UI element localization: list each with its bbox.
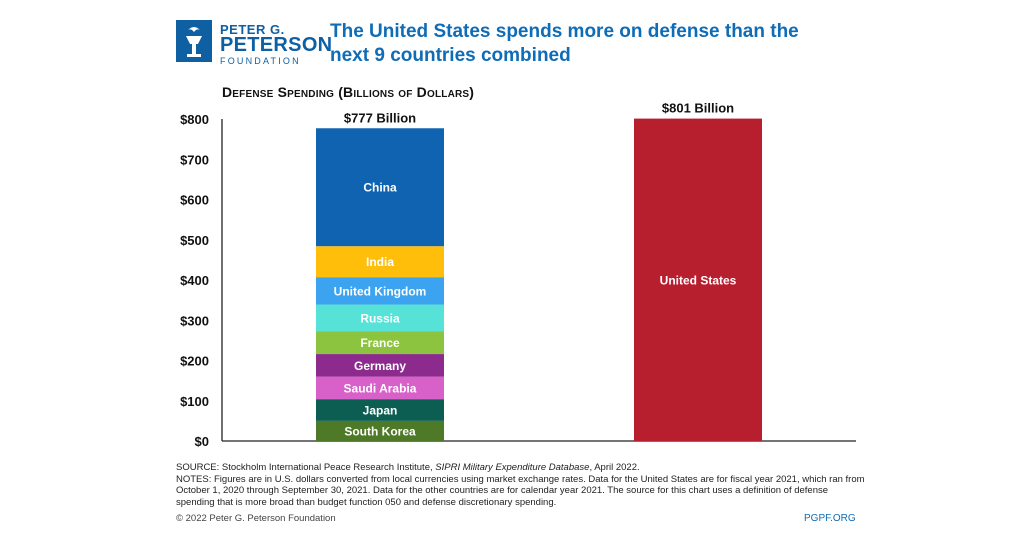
source-note: SOURCE: Stockholm International Peace Re… xyxy=(176,462,866,474)
bar-segment xyxy=(316,128,444,247)
bar-segment xyxy=(316,420,444,441)
y-tick-label: $600 xyxy=(180,193,209,208)
segment-label: Japan xyxy=(363,404,398,418)
segment-label: Saudi Arabia xyxy=(344,381,417,395)
segment-label: Russia xyxy=(360,311,400,325)
notes-text: NOTES: Figures are in U.S. dollars conve… xyxy=(176,473,865,508)
notes-block: SOURCE: Stockholm International Peace Re… xyxy=(176,462,866,508)
source-title: SIPRI Military Expenditure Database xyxy=(435,462,590,473)
bar-segment xyxy=(634,118,762,441)
source-prefix: SOURCE: Stockholm International Peace Re… xyxy=(176,462,436,473)
segment-label: South Korea xyxy=(344,424,416,438)
y-tick-label: $100 xyxy=(180,394,209,409)
bar-segment xyxy=(316,354,444,377)
site-link[interactable]: PGPF.ORG xyxy=(804,513,856,524)
bar-segment xyxy=(316,277,444,305)
page-title-line1: The United States spends more on defense… xyxy=(330,21,799,42)
logo-text-line1: PETER G. xyxy=(220,22,285,37)
segment-label: United States xyxy=(660,273,737,287)
logo-text-line2: PETERSON xyxy=(220,34,333,56)
bar-segment xyxy=(316,376,444,400)
y-tick-label: $500 xyxy=(180,233,209,248)
segment-label: Germany xyxy=(354,359,406,373)
source-suffix: , April 2022. xyxy=(589,462,640,473)
chart-title: Defense Spending (Billions of Dollars) xyxy=(222,84,475,100)
y-tick-label: $0 xyxy=(195,434,209,449)
copyright: © 2022 Peter G. Peterson Foundation xyxy=(176,513,336,524)
page-title: The United States spends more on defense… xyxy=(330,20,799,68)
bar-total-label: $777 Billion xyxy=(344,110,416,125)
y-tick-label: $700 xyxy=(180,152,209,167)
bar-total-label: $801 Billion xyxy=(662,101,734,116)
y-tick-label: $300 xyxy=(180,313,209,328)
segment-label: United Kingdom xyxy=(334,284,427,298)
torch-icon xyxy=(176,20,212,62)
page-title-line2: next 9 countries combined xyxy=(330,45,571,66)
y-tick-label: $400 xyxy=(180,273,209,288)
y-tick-label: $800 xyxy=(180,112,209,127)
logo-text-line3: FOUNDATION xyxy=(220,56,301,66)
pgpf-logo[interactable]: PETER G. PETERSON FOUNDATION xyxy=(176,20,332,66)
y-tick-label: $200 xyxy=(180,354,209,369)
bar-segment xyxy=(316,399,444,421)
segment-label: France xyxy=(360,336,400,350)
segment-label: China xyxy=(363,181,397,195)
bar-segment xyxy=(316,304,444,332)
bar-segment xyxy=(316,246,444,278)
bar-segment xyxy=(316,331,444,355)
segment-label: India xyxy=(366,255,394,269)
